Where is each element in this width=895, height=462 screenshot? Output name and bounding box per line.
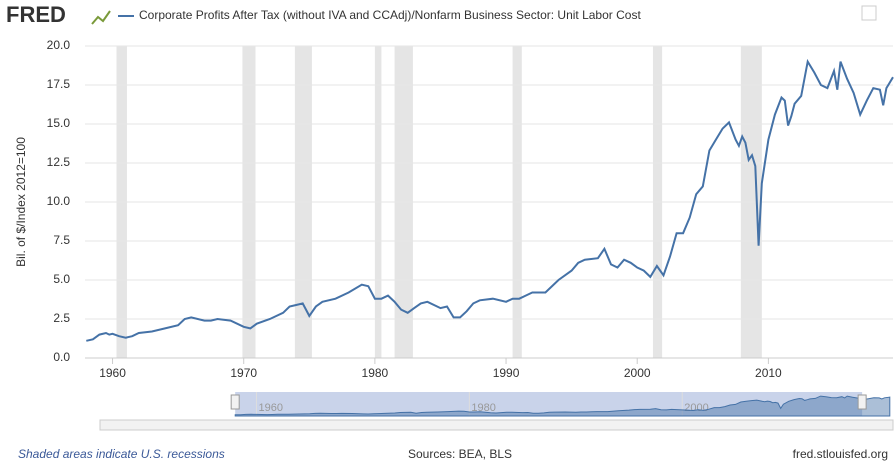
legend-label: Corporate Profits After Tax (without IVA…	[139, 8, 641, 22]
site: fred.stlouisfed.org	[793, 447, 888, 461]
navigator-tick-label: 1980	[471, 402, 495, 414]
navigator-handle[interactable]	[230, 394, 240, 410]
y-tick-label: 2.5	[53, 311, 70, 325]
x-tick-label: 1970	[230, 366, 257, 380]
x-tick-label: 2010	[755, 366, 782, 380]
x-tick-label: 1980	[362, 366, 389, 380]
logo: FRED	[6, 2, 66, 27]
y-tick-label: 5.0	[53, 272, 70, 286]
x-tick-label: 1990	[493, 366, 520, 380]
y-tick-label: 10.0	[47, 194, 71, 208]
x-tick-label: 1960	[99, 366, 126, 380]
navigator-tick-label: 2000	[684, 402, 708, 414]
x-tick-label: 2000	[624, 366, 651, 380]
navigator-area	[234, 395, 891, 417]
y-tick-label: 7.5	[53, 233, 70, 247]
y-tick-label: 0.0	[53, 350, 70, 364]
navigator-handle[interactable]	[857, 394, 867, 410]
y-tick-label: 20.0	[47, 38, 71, 52]
y-tick-label: 12.5	[47, 155, 71, 169]
source: Sources: BEA, BLS	[408, 447, 512, 461]
logo-icon	[91, 10, 111, 25]
recession-note: Shaded areas indicate U.S. recessions	[18, 447, 225, 461]
y-axis-label: Bil. of $/Index 2012=100	[14, 137, 28, 267]
y-tick-label: 17.5	[47, 77, 71, 91]
series-line	[86, 58, 894, 342]
menu-button[interactable]	[861, 5, 877, 21]
scrollbar[interactable]	[99, 419, 894, 431]
y-tick-label: 15.0	[47, 116, 71, 130]
navigator-tick-label: 1960	[258, 402, 282, 414]
